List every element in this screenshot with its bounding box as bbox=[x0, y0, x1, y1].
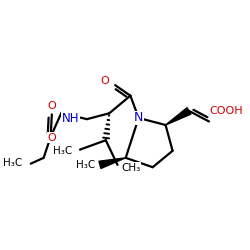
Text: NH: NH bbox=[62, 112, 80, 125]
Text: O: O bbox=[100, 76, 109, 86]
Text: H₃C: H₃C bbox=[3, 158, 22, 168]
Polygon shape bbox=[99, 158, 126, 168]
Text: O: O bbox=[47, 101, 56, 111]
Text: O: O bbox=[48, 133, 56, 143]
Text: COOH: COOH bbox=[210, 106, 243, 116]
Text: CH₃: CH₃ bbox=[121, 163, 140, 173]
Polygon shape bbox=[166, 108, 191, 125]
Text: H₃C: H₃C bbox=[52, 146, 72, 156]
Text: H₃C: H₃C bbox=[76, 160, 95, 170]
Text: N: N bbox=[134, 112, 143, 124]
